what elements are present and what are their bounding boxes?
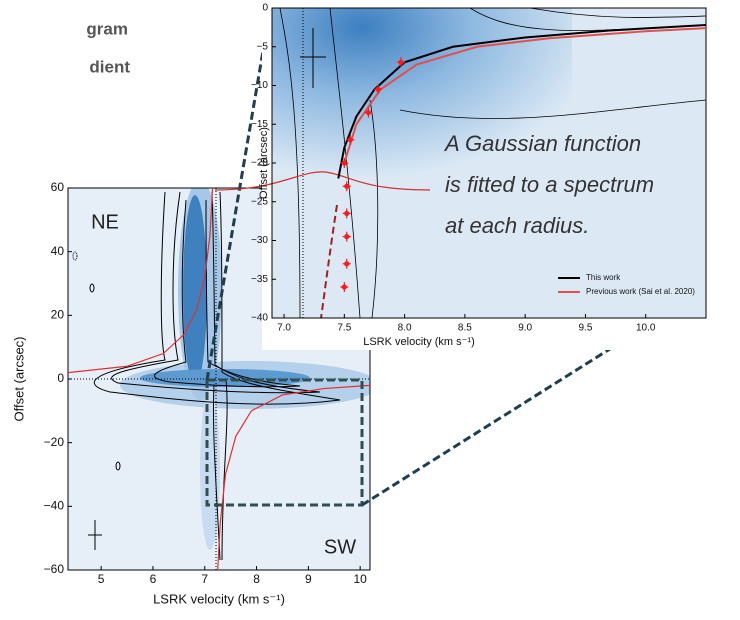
point xyxy=(344,261,349,266)
point xyxy=(348,137,353,142)
y-tick-label: −40 xyxy=(44,499,65,513)
point xyxy=(344,184,349,189)
y-tick-label: −35 xyxy=(251,274,268,285)
x-tick-label: 9.0 xyxy=(518,323,532,334)
x-axis-label: LSRK velocity (km s⁻¹) xyxy=(153,591,285,606)
x-tick-label: 10 xyxy=(353,572,367,586)
figure: gram dient NE SW 5 6 7 8 9 10 −60 −40 −20 0 20 40 60… xyxy=(0,0,740,620)
heatmap xyxy=(272,8,706,318)
x-tick-label: 7.5 xyxy=(337,323,351,334)
x-tick-label: 8 xyxy=(253,572,260,586)
region-label: NE xyxy=(91,211,119,233)
legend-label: This work xyxy=(586,273,621,282)
y-tick-label: 0 xyxy=(57,371,64,385)
point xyxy=(366,110,371,115)
point xyxy=(375,87,380,92)
x-tick-label: 10.0 xyxy=(636,323,656,334)
y-axis-label: Offset (arcsec) xyxy=(11,336,26,421)
region-label: SW xyxy=(324,536,356,558)
x-tick-label: 6 xyxy=(150,572,157,586)
x-tick-label: 7.0 xyxy=(277,323,291,334)
x-tick-label: 9.5 xyxy=(578,323,592,334)
y-tick-label: −60 xyxy=(44,562,65,576)
y-tick-label: −40 xyxy=(251,313,268,324)
annotation: is fitted to a spectrum xyxy=(445,172,654,197)
point xyxy=(344,234,349,239)
page: {"header": {"title_lines": ["gram", "die… xyxy=(0,0,740,620)
y-tick-label: 40 xyxy=(51,244,65,258)
y-axis-label: Offset (arcsec) xyxy=(258,127,270,199)
x-tick-label: 8.0 xyxy=(398,323,412,334)
x-axis-label: LSRK velocity (km s⁻¹) xyxy=(363,336,475,348)
y-tick-label: −20 xyxy=(44,435,65,449)
x-tick-label: 9 xyxy=(305,572,312,586)
x-tick-label: 8.5 xyxy=(458,323,472,334)
x-tick-label: 5 xyxy=(98,572,105,586)
y-tick-label: −30 xyxy=(251,235,268,246)
x-tick-label: 7 xyxy=(201,572,208,586)
title-line: dient xyxy=(89,57,130,76)
legend-label: Previous work (Sai et al. 2020) xyxy=(586,287,695,296)
y-tick-label: 20 xyxy=(51,308,65,322)
point xyxy=(342,284,347,289)
y-tick-label: −10 xyxy=(251,80,268,91)
point xyxy=(342,160,347,165)
annotation: at each radius. xyxy=(445,213,589,238)
y-tick-label: −5 xyxy=(257,41,269,52)
annotation: A Gaussian function xyxy=(443,131,641,156)
title-line: gram xyxy=(86,19,128,38)
inset-chart: A Gaussian function is fitted to a spect… xyxy=(215,0,710,350)
point xyxy=(398,60,403,65)
y-tick-label: 60 xyxy=(51,180,65,194)
y-tick-label: 0 xyxy=(262,3,268,14)
point xyxy=(344,211,349,216)
